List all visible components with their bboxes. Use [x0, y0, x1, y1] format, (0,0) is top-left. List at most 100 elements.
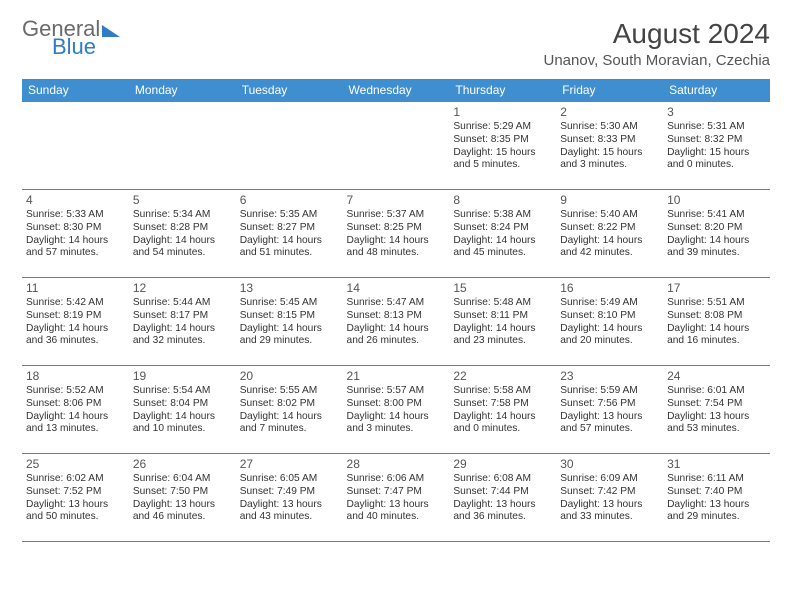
calendar-body: 1Sunrise: 5:29 AMSunset: 8:35 PMDaylight… [22, 102, 770, 542]
day-number: 26 [133, 457, 232, 471]
daylight-line: Daylight: 13 hours and 40 minutes. [347, 499, 446, 525]
day-number: 24 [667, 369, 766, 383]
sunrise-line: Sunrise: 5:48 AM [453, 297, 552, 310]
day-number: 14 [347, 281, 446, 295]
day-number: 31 [667, 457, 766, 471]
day-number: 16 [560, 281, 659, 295]
sunrise-line: Sunrise: 5:29 AM [453, 121, 552, 134]
day-number: 21 [347, 369, 446, 383]
sunrise-line: Sunrise: 6:04 AM [133, 473, 232, 486]
sunset-line: Sunset: 8:13 PM [347, 310, 446, 323]
sunset-line: Sunset: 8:30 PM [26, 222, 125, 235]
daylight-line: Daylight: 13 hours and 50 minutes. [26, 499, 125, 525]
calendar-day-cell: 9Sunrise: 5:40 AMSunset: 8:22 PMDaylight… [556, 190, 663, 278]
sunset-line: Sunset: 8:19 PM [26, 310, 125, 323]
sunrise-line: Sunrise: 5:38 AM [453, 209, 552, 222]
calendar-day-cell: 17Sunrise: 5:51 AMSunset: 8:08 PMDayligh… [663, 278, 770, 366]
daylight-line: Daylight: 14 hours and 39 minutes. [667, 235, 766, 261]
calendar-day-cell: 28 Sunrise: 6:06 AMSunset: 7:47 PMDayligh… [343, 454, 450, 542]
daylight-line: Daylight: 13 hours and 33 minutes. [560, 499, 659, 525]
sunset-line: Sunset: 7:52 PM [26, 486, 125, 499]
calendar-day-cell: 20Sunrise: 5:55 AMSunset: 8:02 PMDayligh… [236, 366, 343, 454]
daylight-line: Daylight: 15 hours and 5 minutes. [453, 147, 552, 173]
sunrise-line: Sunrise: 5:44 AM [133, 297, 232, 310]
sunset-line: Sunset: 7:47 PM [347, 486, 446, 499]
sunrise-line: Sunrise: 6:06 AM [347, 473, 446, 486]
daylight-line: Daylight: 14 hours and 54 minutes. [133, 235, 232, 261]
weekday-header: Saturday [663, 79, 770, 102]
sunrise-line: Sunrise: 5:34 AM [133, 209, 232, 222]
day-number: 27 [240, 457, 339, 471]
day-number: 20 [240, 369, 339, 383]
brand-word2: Blue [52, 36, 120, 58]
calendar-day-cell: 11Sunrise: 5:42 AMSunset: 8:19 PMDayligh… [22, 278, 129, 366]
sunset-line: Sunset: 8:33 PM [560, 134, 659, 147]
day-number: 9 [560, 193, 659, 207]
daylight-line: Daylight: 14 hours and 7 minutes. [240, 411, 339, 437]
calendar-day-cell: 22Sunrise: 5:58 AMSunset: 7:58 PMDayligh… [449, 366, 556, 454]
calendar-day-cell: 7Sunrise: 5:37 AMSunset: 8:25 PMDaylight… [343, 190, 450, 278]
day-number: 17 [667, 281, 766, 295]
day-number: 5 [133, 193, 232, 207]
calendar-empty-cell [22, 102, 129, 190]
sunset-line: Sunset: 8:32 PM [667, 134, 766, 147]
daylight-line: Daylight: 15 hours and 3 minutes. [560, 147, 659, 173]
sunset-line: Sunset: 7:58 PM [453, 398, 552, 411]
sunset-line: Sunset: 8:08 PM [667, 310, 766, 323]
calendar-day-cell: 26Sunrise: 6:04 AMSunset: 7:50 PMDayligh… [129, 454, 236, 542]
daylight-line: Daylight: 14 hours and 13 minutes. [26, 411, 125, 437]
sunset-line: Sunset: 8:22 PM [560, 222, 659, 235]
calendar-table: SundayMondayTuesdayWednesdayThursdayFrid… [22, 79, 770, 542]
sunrise-line: Sunrise: 5:45 AM [240, 297, 339, 310]
calendar-day-cell: 6Sunrise: 5:35 AMSunset: 8:27 PMDaylight… [236, 190, 343, 278]
daylight-line: Daylight: 14 hours and 51 minutes. [240, 235, 339, 261]
day-number: 18 [26, 369, 125, 383]
sunset-line: Sunset: 8:00 PM [347, 398, 446, 411]
calendar-day-cell: 24Sunrise: 6:01 AMSunset: 7:54 PMDayligh… [663, 366, 770, 454]
sunrise-line: Sunrise: 5:54 AM [133, 385, 232, 398]
calendar-day-cell: 12Sunrise: 5:44 AMSunset: 8:17 PMDayligh… [129, 278, 236, 366]
sunrise-line: Sunrise: 6:02 AM [26, 473, 125, 486]
day-number: 30 [560, 457, 659, 471]
sunrise-line: Sunrise: 6:11 AM [667, 473, 766, 486]
calendar-day-cell: 23Sunrise: 5:59 AMSunset: 7:56 PMDayligh… [556, 366, 663, 454]
sunset-line: Sunset: 8:11 PM [453, 310, 552, 323]
calendar-day-cell: 13Sunrise: 5:45 AMSunset: 8:15 PMDayligh… [236, 278, 343, 366]
calendar-week-row: 25Sunrise: 6:02 AMSunset: 7:52 PMDayligh… [22, 454, 770, 542]
sunrise-line: Sunrise: 5:31 AM [667, 121, 766, 134]
calendar-day-cell: 18Sunrise: 5:52 AMSunset: 8:06 PMDayligh… [22, 366, 129, 454]
sunrise-line: Sunrise: 6:01 AM [667, 385, 766, 398]
sunrise-line: Sunrise: 5:51 AM [667, 297, 766, 310]
calendar-day-cell: 10Sunrise: 5:41 AMSunset: 8:20 PMDayligh… [663, 190, 770, 278]
weekday-header: Friday [556, 79, 663, 102]
sunrise-line: Sunrise: 5:33 AM [26, 209, 125, 222]
daylight-line: Daylight: 13 hours and 43 minutes. [240, 499, 339, 525]
daylight-line: Daylight: 14 hours and 23 minutes. [453, 323, 552, 349]
sunrise-line: Sunrise: 5:42 AM [26, 297, 125, 310]
day-number: 19 [133, 369, 232, 383]
calendar-day-cell: 29Sunrise: 6:08 AMSunset: 7:44 PMDayligh… [449, 454, 556, 542]
weekday-header: Sunday [22, 79, 129, 102]
sunrise-line: Sunrise: 5:52 AM [26, 385, 125, 398]
sunset-line: Sunset: 8:28 PM [133, 222, 232, 235]
sunrise-line: Sunrise: 5:35 AM [240, 209, 339, 222]
sunset-line: Sunset: 8:15 PM [240, 310, 339, 323]
daylight-line: Daylight: 14 hours and 10 minutes. [133, 411, 232, 437]
daylight-line: Daylight: 13 hours and 29 minutes. [667, 499, 766, 525]
daylight-line: Daylight: 15 hours and 0 minutes. [667, 147, 766, 173]
daylight-line: Daylight: 14 hours and 32 minutes. [133, 323, 232, 349]
day-number: 28 [347, 457, 446, 471]
day-number: 10 [667, 193, 766, 207]
day-number: 29 [453, 457, 552, 471]
calendar-day-cell: 3Sunrise: 5:31 AMSunset: 8:32 PMDaylight… [663, 102, 770, 190]
sunset-line: Sunset: 8:25 PM [347, 222, 446, 235]
calendar-day-cell: 21Sunrise: 5:57 AMSunset: 8:00 PMDayligh… [343, 366, 450, 454]
daylight-line: Daylight: 14 hours and 26 minutes. [347, 323, 446, 349]
calendar-day-cell: 2Sunrise: 5:30 AMSunset: 8:33 PMDaylight… [556, 102, 663, 190]
calendar-week-row: 11Sunrise: 5:42 AMSunset: 8:19 PMDayligh… [22, 278, 770, 366]
daylight-line: Daylight: 13 hours and 57 minutes. [560, 411, 659, 437]
day-number: 12 [133, 281, 232, 295]
day-number: 1 [453, 105, 552, 119]
daylight-line: Daylight: 14 hours and 42 minutes. [560, 235, 659, 261]
sunrise-line: Sunrise: 5:57 AM [347, 385, 446, 398]
